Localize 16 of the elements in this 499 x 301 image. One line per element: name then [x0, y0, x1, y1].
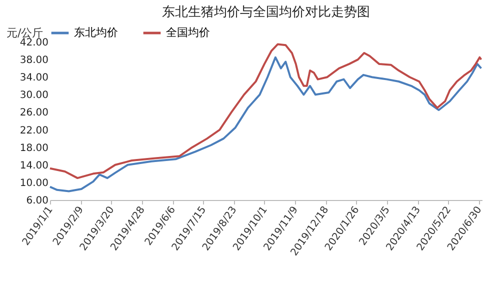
y-tick-label: 6.00	[26, 196, 48, 206]
y-tick-label: 26.00	[20, 108, 48, 119]
legend-label: 全国均价	[166, 26, 210, 39]
y-axis-title: 元/公斤	[6, 26, 44, 40]
y-tick-label: 38.00	[20, 55, 48, 66]
y-tick-label: 10.00	[20, 178, 48, 189]
line-series	[49, 43, 482, 180]
y-tick-label: 14.00	[20, 160, 48, 172]
y-tick-label: 34.00	[20, 72, 48, 84]
line-series	[49, 56, 482, 192]
y-tick-label: 30.00	[20, 90, 48, 102]
y-tick-label: 22.00	[20, 125, 48, 136]
legend-label: 东北均价	[74, 26, 118, 39]
y-tick-label: 18.00	[20, 142, 48, 154]
chart-title: 东北生猪均价与全国均价对比走势图	[162, 5, 370, 20]
y-tick-label: 42.00	[20, 38, 48, 48]
